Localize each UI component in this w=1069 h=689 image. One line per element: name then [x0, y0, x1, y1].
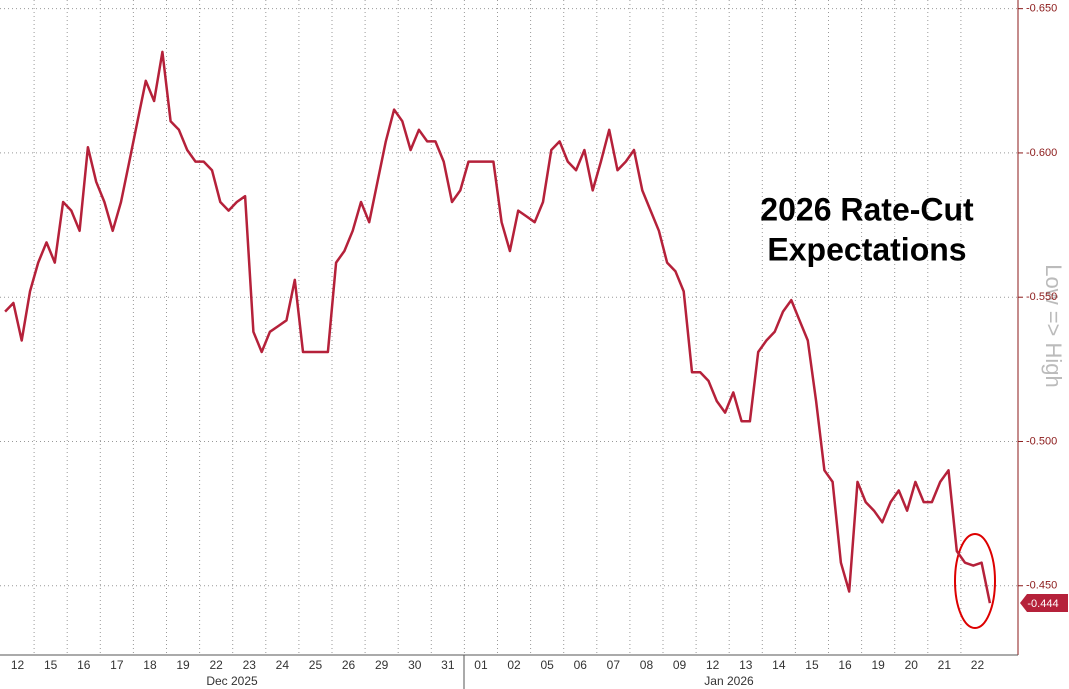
x-tick-label: 13	[739, 658, 753, 672]
x-tick-label: 26	[342, 658, 356, 672]
annotation: Expectations	[767, 231, 966, 267]
x-tick-label: 31	[441, 658, 455, 672]
x-tick-label: 08	[640, 658, 654, 672]
x-tick-label: 02	[507, 658, 521, 672]
x-tick-label: 07	[607, 658, 621, 672]
x-tick-label: 14	[772, 658, 786, 672]
x-tick-label: 09	[673, 658, 687, 672]
x-tick-label: 05	[540, 658, 554, 672]
x-tick-label: 19	[871, 658, 885, 672]
x-tick-label: 22	[209, 658, 223, 672]
x-tick-label: 12	[706, 658, 720, 672]
highlight-circle	[954, 533, 996, 629]
x-tick-label: 15	[44, 658, 58, 672]
x-tick-label: 06	[574, 658, 588, 672]
annotation: 2026 Rate-Cut	[760, 191, 974, 227]
x-tick-label: 15	[805, 658, 819, 672]
x-tick-label: 30	[408, 658, 422, 672]
y-tick-label: -0.450	[1026, 580, 1057, 592]
x-tick-label: 24	[276, 658, 290, 672]
y-tick-label: -0.600	[1026, 147, 1057, 159]
x-tick-label: 20	[905, 658, 919, 672]
x-tick-label: 01	[474, 658, 488, 672]
last-value-label: -0.444	[1027, 598, 1058, 610]
last-value-box	[1020, 594, 1068, 613]
x-tick-label: 22	[971, 658, 985, 672]
y-tick-label: -0.550	[1026, 291, 1057, 303]
x-tick-label: 19	[176, 658, 190, 672]
x-tick-label: 16	[838, 658, 852, 672]
y-tick-label: -0.650	[1026, 3, 1057, 15]
x-tick-label: 23	[243, 658, 257, 672]
x-tick-label: 29	[375, 658, 389, 672]
y-tick-label: -0.500	[1026, 435, 1057, 447]
month-label: Jan 2026	[704, 674, 754, 688]
month-label: Dec 2025	[206, 674, 258, 688]
y-axis-label: Low => High	[1041, 264, 1066, 388]
line	[4, 50, 992, 604]
x-tick-label: 25	[309, 658, 323, 672]
x-tick-label: 16	[77, 658, 91, 672]
x-tick-label: 17	[110, 658, 124, 672]
x-tick-label: 21	[938, 658, 952, 672]
x-tick-label: 18	[143, 658, 157, 672]
x-tick-label: 12	[11, 658, 25, 672]
